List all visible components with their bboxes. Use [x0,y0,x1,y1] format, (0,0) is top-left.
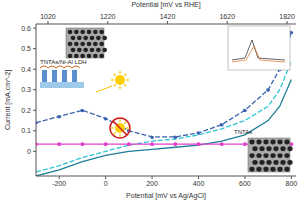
svg-text:1820: 1820 [279,13,295,20]
svg-text:Current [mA.cm^-2]: Current [mA.cm^-2] [8,69,12,130]
svg-text:1020: 1020 [40,13,56,20]
svg-text:0.6: 0.6 [21,25,31,32]
svg-text:0: 0 [27,148,31,155]
svg-text:0.4: 0.4 [21,66,31,73]
svg-text:0.2: 0.2 [21,107,31,114]
svg-text:600: 600 [239,180,251,187]
svg-text:TNTAs/Ni-Al LDH: TNTAs/Ni-Al LDH [40,59,87,65]
svg-text:0.3: 0.3 [21,86,31,93]
svg-text:800: 800 [286,180,298,187]
svg-text:Potential [mV vs Ag/AgCl]: Potential [mV vs Ag/AgCl] [126,192,206,200]
svg-text:1620: 1620 [219,13,235,20]
svg-text:1420: 1420 [160,13,176,20]
svg-text:TNTAs: TNTAs [234,129,252,135]
svg-text:-200: -200 [52,180,66,187]
svg-text:0.1: 0.1 [21,127,31,134]
svg-text:Potential [mV vs RHE]: Potential [mV vs RHE] [131,1,200,9]
svg-text:0: 0 [104,180,108,187]
svg-text:1220: 1220 [100,13,116,20]
svg-text:200: 200 [146,180,158,187]
svg-text:0.5: 0.5 [21,45,31,52]
svg-text:400: 400 [193,180,205,187]
